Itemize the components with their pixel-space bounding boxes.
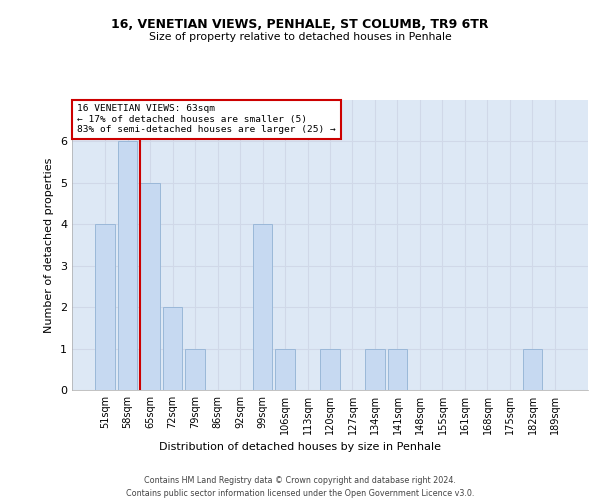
Bar (523, 348, 542, 390)
Bar (118, 141, 137, 390)
Text: Size of property relative to detached houses in Penhale: Size of property relative to detached ho… (149, 32, 451, 42)
Text: Contains public sector information licensed under the Open Government Licence v3: Contains public sector information licen… (126, 489, 474, 498)
Text: 16 VENETIAN VIEWS: 63sqm
← 17% of detached houses are smaller (5)
83% of semi-de: 16 VENETIAN VIEWS: 63sqm ← 17% of detach… (77, 104, 336, 134)
Bar (275, 348, 295, 390)
Bar (253, 224, 272, 390)
Bar (388, 348, 407, 390)
Bar (365, 348, 385, 390)
Text: Distribution of detached houses by size in Penhale: Distribution of detached houses by size … (159, 442, 441, 452)
Bar (140, 182, 160, 390)
Bar (95, 224, 115, 390)
Y-axis label: Number of detached properties: Number of detached properties (44, 158, 55, 332)
Bar (163, 307, 182, 390)
Text: Contains HM Land Registry data © Crown copyright and database right 2024.: Contains HM Land Registry data © Crown c… (144, 476, 456, 485)
Bar (320, 348, 340, 390)
Bar (185, 348, 205, 390)
Text: 16, VENETIAN VIEWS, PENHALE, ST COLUMB, TR9 6TR: 16, VENETIAN VIEWS, PENHALE, ST COLUMB, … (111, 18, 489, 30)
